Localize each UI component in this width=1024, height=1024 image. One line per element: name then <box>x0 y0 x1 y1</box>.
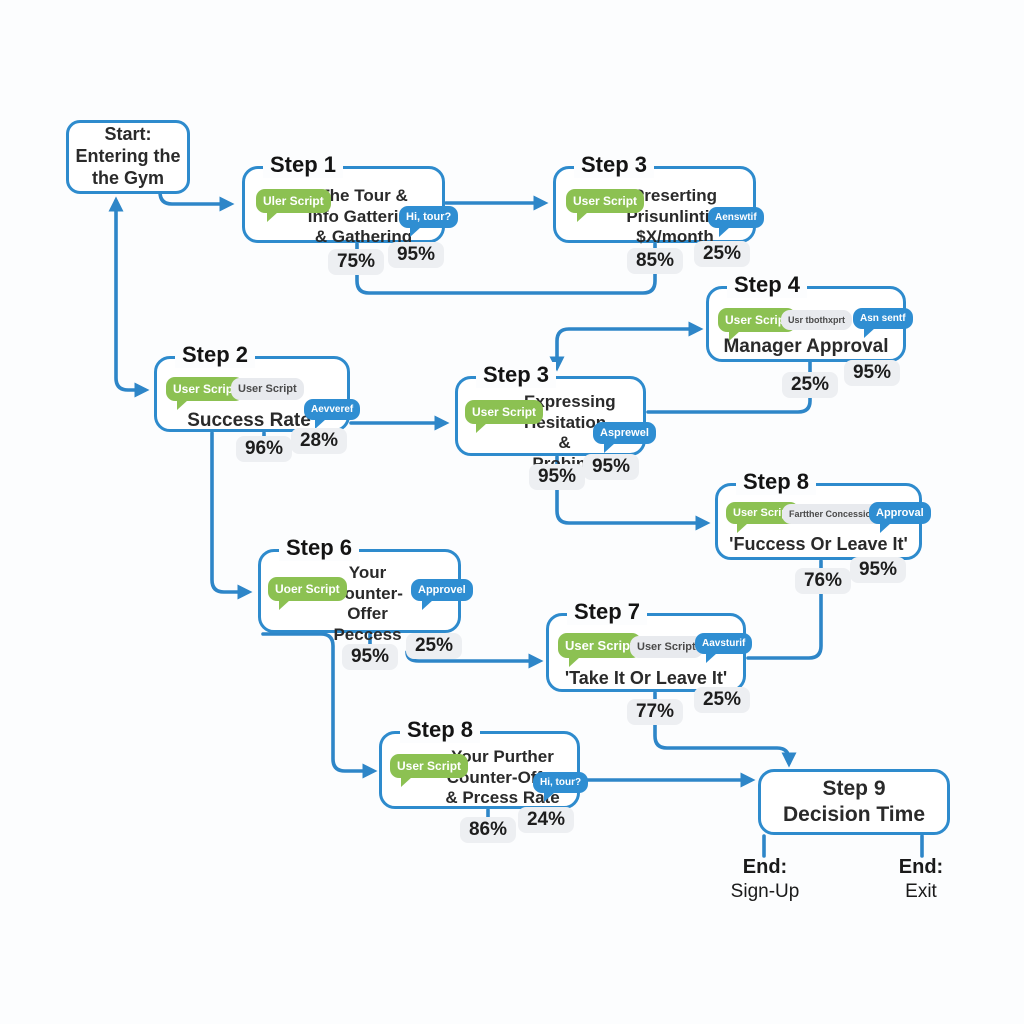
concession-bubble: Fartther Concession <box>782 504 884 524</box>
badge-step7-77: 77% <box>626 699 684 725</box>
connector-step3mid-to-step8right <box>555 455 711 531</box>
end-signup-label: End: Sign-Up <box>731 856 800 903</box>
reply-bubble: Hi, tour? <box>533 772 589 802</box>
node-step2-text: Success Rate <box>187 410 311 431</box>
node-step3-top-title: Step 3 <box>574 152 655 178</box>
user-script-bubble: User Script <box>566 189 645 222</box>
node-step3-top-text: Preserting Prisunlintial $X/month <box>626 186 724 247</box>
node-step8-right-title: Step 8 <box>736 469 817 495</box>
connector-step1-step3top-bus <box>355 242 657 295</box>
node-step2: Step 2 User Script User Script Aevveref … <box>154 342 361 432</box>
end-signup-end: End: <box>742 856 788 878</box>
node-step1-title: Step 1 <box>263 152 344 178</box>
node-step4-text: Manager Approval <box>723 336 889 357</box>
node-step8-right: Step 8 User Script Fartther Concession A… <box>715 469 931 560</box>
node-step1: Step 1 Uler Script Hi, tour? The Tour & … <box>242 152 459 246</box>
node-step2-title: Step 2 <box>175 342 256 368</box>
bot-script-bubble: Usr tbothxprt <box>781 310 852 330</box>
end-signup-name: Sign-Up <box>730 881 800 902</box>
node-step9-text: Step 9 Decision Time <box>783 777 925 826</box>
user-script-bubble: User Script <box>465 400 544 433</box>
node-step6: Step 6 Uoer Script Approvel Your Counter… <box>258 535 473 665</box>
badge-step8right-95: 95% <box>849 557 907 583</box>
badge-step8right-76: 76% <box>794 568 852 594</box>
node-step7: Step 7 User Script User Script Aavsturif… <box>546 599 753 692</box>
node-start: Start: Entering the the Gym <box>66 120 190 194</box>
user-script-gray-bubble: User Script <box>630 636 703 658</box>
user-script-bubble: Uler Script <box>256 189 331 222</box>
connector-step8right-to-step7 <box>746 559 823 660</box>
badge-step1-95: 95% <box>387 242 445 268</box>
node-step3-mid-title: Step 3 <box>476 362 557 388</box>
end-exit-end: End: <box>898 856 944 878</box>
user-script-bubble: User Script <box>558 633 642 667</box>
user-script-bubble: Uoer Script <box>268 577 347 610</box>
badge-step3mid-95b: 95% <box>582 454 640 480</box>
answer-bubble: Asn sentf <box>853 308 913 338</box>
connector-step6-to-step8bottom <box>261 632 378 779</box>
node-step7-text: 'Take It Or Leave It' <box>564 668 728 688</box>
reply-bubble: Hi, tour? <box>399 206 459 237</box>
answer-bubble: Aenswtif <box>708 207 764 237</box>
node-step7-title: Step 7 <box>567 599 648 625</box>
node-step3-top: Step 3 User Script Aenswtif Preserting P… <box>553 152 764 246</box>
approval-bubble: Approval <box>869 502 931 533</box>
badge-step7-25: 25% <box>693 687 751 713</box>
connector-step2-to-step6 <box>210 431 253 600</box>
connector-step7-to-step9 <box>653 691 797 768</box>
badge-step4-25: 25% <box>781 372 839 398</box>
end-exit-label: End: Exit <box>899 856 943 903</box>
node-step3-mid-text: Expressing Hesitation & Probing <box>524 392 616 473</box>
approval-bubble: Approvel <box>411 579 473 610</box>
start-text: Start: Entering the the Gym <box>75 124 181 188</box>
badge-step3top-85: 85% <box>626 248 684 274</box>
node-step4-title: Step 4 <box>727 272 808 298</box>
node-step4: Step 4 User Script Usr tbothxprt Asn sen… <box>706 272 913 362</box>
badge-step8bottom-86: 86% <box>459 817 517 843</box>
badge-step2-96: 96% <box>235 436 293 462</box>
badge-step3top-25: 25% <box>693 241 751 267</box>
connector-start-to-step1 <box>158 190 235 212</box>
approval-bubble: Asprewel <box>593 422 656 453</box>
connector-step4-to-step3mid-right <box>646 392 812 414</box>
answer-bubble: Aavsturif <box>695 633 753 663</box>
node-step3-mid: Step 3 User Script Asprewel Expressing H… <box>455 362 656 473</box>
end-exit-name: Exit <box>905 881 937 902</box>
badge-step8bottom-24: 24% <box>517 807 575 833</box>
connector-split-step4-step3mid <box>549 321 704 372</box>
badge-step1-75: 75% <box>327 249 385 275</box>
badge-step6-95: 95% <box>341 644 399 670</box>
user-script-bubble: User Script <box>390 754 469 787</box>
node-step8-right-text: 'Fuccess Or Leave It' <box>729 534 908 554</box>
badge-step3mid-95a: 95% <box>528 464 586 490</box>
badge-step2-28: 28% <box>290 428 348 454</box>
user-script-bubble: User Script <box>726 502 799 533</box>
connector-start-step2-vertical <box>108 196 150 398</box>
node-step9: Step 9 Decision Time <box>758 769 950 835</box>
badge-step6-25: 25% <box>405 633 463 659</box>
user-script-gray-bubble: User Script <box>231 378 304 400</box>
node-step8-bottom-title: Step 8 <box>400 717 481 743</box>
node-step6-title: Step 6 <box>279 535 360 561</box>
badge-step4-95: 95% <box>843 360 901 386</box>
answer-bubble: Aevveref <box>304 399 361 429</box>
node-step8-bottom-text: Your Purther Counter-Offer & Prcess Rate <box>445 747 560 808</box>
node-step8-bottom: Step 8 User Script Hi, tour? Your Purthe… <box>379 717 589 809</box>
